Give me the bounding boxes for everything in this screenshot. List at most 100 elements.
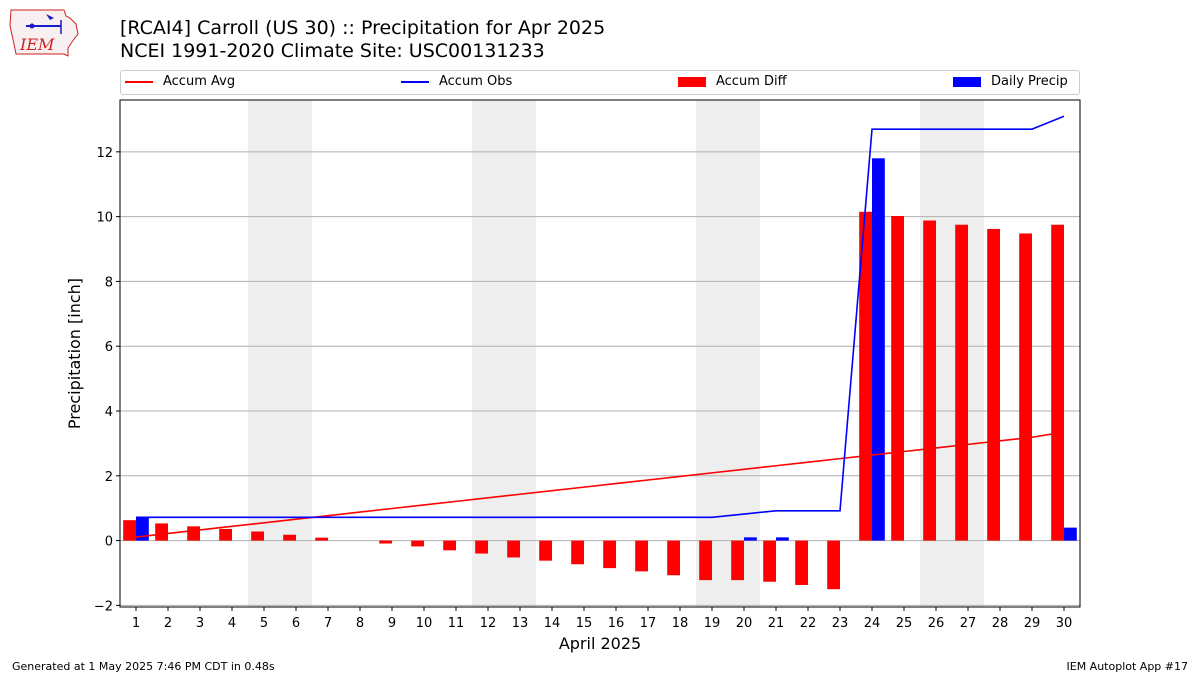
bar-accum-diff <box>635 540 648 572</box>
x-tick-label: 23 <box>832 616 849 631</box>
x-tick-label: 30 <box>1056 616 1073 631</box>
x-tick-label: 8 <box>356 616 364 631</box>
x-tick-label: 12 <box>480 616 497 631</box>
weekend-band <box>920 100 984 607</box>
bar-daily-precip <box>136 517 149 541</box>
legend-item-accum-obs: Accum Obs <box>401 74 512 89</box>
bar-accum-diff <box>1019 233 1032 541</box>
bar-accum-diff <box>379 540 392 544</box>
bar-daily-precip <box>744 537 757 541</box>
x-tick-label: 21 <box>768 616 785 631</box>
legend-swatch-accum-avg <box>125 80 153 83</box>
line-accum-avg <box>135 431 1065 538</box>
bar-accum-diff <box>283 534 296 541</box>
x-tick-label: 24 <box>864 616 881 631</box>
x-tick-label: 2 <box>164 616 172 631</box>
svg-text:IEM: IEM <box>19 35 55 54</box>
x-tick-label: 15 <box>576 616 593 631</box>
y-tick-label: 2 <box>105 470 113 485</box>
x-tick-label: 28 <box>992 616 1009 631</box>
legend-swatch-daily-precip <box>953 76 981 87</box>
bar-accum-diff <box>539 540 552 561</box>
x-tick-label: 26 <box>928 616 945 631</box>
gridlines <box>120 151 1080 606</box>
x-axis-label: April 2025 <box>559 634 641 653</box>
bar-accum-diff <box>667 540 680 576</box>
bar-accum-diff <box>315 537 328 541</box>
legend-item-daily-precip: Daily Precip <box>953 74 1068 89</box>
bar-accum-diff <box>187 526 200 541</box>
x-tick-label: 18 <box>672 616 689 631</box>
x-tick-label: 14 <box>544 616 561 631</box>
series-lines <box>135 115 1065 538</box>
legend-swatch-accum-obs <box>401 80 429 83</box>
footer-generated-text: Generated at 1 May 2025 7:46 PM CDT in 0… <box>12 660 275 673</box>
x-tick-label: 27 <box>960 616 977 631</box>
chart-title: [RCAI4] Carroll (US 30) :: Precipitation… <box>120 17 606 39</box>
x-tick-label: 29 <box>1024 616 1041 631</box>
x-tick-label: 16 <box>608 616 625 631</box>
x-tick-label: 7 <box>324 616 332 631</box>
bar-accum-diff <box>987 228 1000 541</box>
legend-item-accum-avg: Accum Avg <box>125 74 235 89</box>
plot-frame <box>119 99 1081 608</box>
bar-accum-diff <box>219 528 232 541</box>
chart-legend: Accum Avg Accum Obs Accum Diff Daily Pre… <box>120 70 1080 95</box>
bar-accum-diff <box>155 523 168 541</box>
legend-label-daily-precip: Daily Precip <box>991 74 1068 89</box>
y-tick-label: 0 <box>105 535 113 550</box>
bar-accum-diff <box>475 540 488 554</box>
footer-app-text: IEM Autoplot App #17 <box>1066 660 1189 673</box>
x-tick-label: 17 <box>640 616 657 631</box>
line-accum-obs <box>136 115 1065 519</box>
weekend-shading <box>248 100 984 607</box>
y-tick-label: 12 <box>96 146 113 161</box>
x-tick-label: 5 <box>260 616 268 631</box>
bar-accum-diff <box>411 540 424 547</box>
x-tick-label: 1 <box>132 616 140 631</box>
bar-accum-diff <box>827 540 840 590</box>
y-tick-label: 4 <box>105 405 113 420</box>
legend-label-accum-diff: Accum Diff <box>716 74 787 89</box>
x-tick-label: 19 <box>704 616 721 631</box>
bar-daily-precip <box>1064 527 1077 541</box>
bar-accum-diff <box>731 540 744 581</box>
weekend-band <box>696 100 760 607</box>
y-tick-label: 8 <box>105 275 113 290</box>
x-tick-label: 3 <box>196 616 204 631</box>
x-tick-label: 22 <box>800 616 817 631</box>
x-tick-label: 10 <box>416 616 433 631</box>
x-tick-label: 25 <box>896 616 913 631</box>
bar-accum-diff <box>891 215 904 541</box>
x-tick-label: 4 <box>228 616 236 631</box>
iem-logo: IEM <box>9 9 79 57</box>
bar-accum-diff <box>507 540 520 558</box>
bar-accum-diff <box>123 520 136 541</box>
bar-accum-diff <box>859 211 872 541</box>
bar-accum-diff <box>443 540 456 551</box>
bar-accum-diff <box>699 540 712 581</box>
bar-accum-diff <box>923 220 936 541</box>
weekend-band <box>248 100 312 607</box>
bar-daily-precip <box>776 537 789 541</box>
legend-label-accum-avg: Accum Avg <box>163 74 236 89</box>
x-tick-label: 6 <box>292 616 300 631</box>
bar-accum-diff <box>571 540 584 565</box>
bar-accum-diff <box>795 540 808 585</box>
bar-accum-diff <box>603 540 616 569</box>
y-tick-label: 10 <box>96 211 113 226</box>
legend-label-accum-obs: Accum Obs <box>439 74 513 89</box>
bar-daily-precip <box>872 158 885 541</box>
bar-accum-diff <box>955 224 968 541</box>
x-tick-label: 20 <box>736 616 753 631</box>
chart-subtitle: NCEI 1991-2020 Climate Site: USC00131233 <box>120 40 545 62</box>
bar-accum-diff <box>763 540 776 582</box>
y-tick-label: 6 <box>105 340 113 355</box>
x-tick-label: 13 <box>512 616 529 631</box>
x-tick-label: 9 <box>388 616 396 631</box>
legend-item-accum-diff: Accum Diff <box>678 74 787 89</box>
weekend-band <box>472 100 536 607</box>
legend-swatch-accum-diff <box>678 76 706 87</box>
